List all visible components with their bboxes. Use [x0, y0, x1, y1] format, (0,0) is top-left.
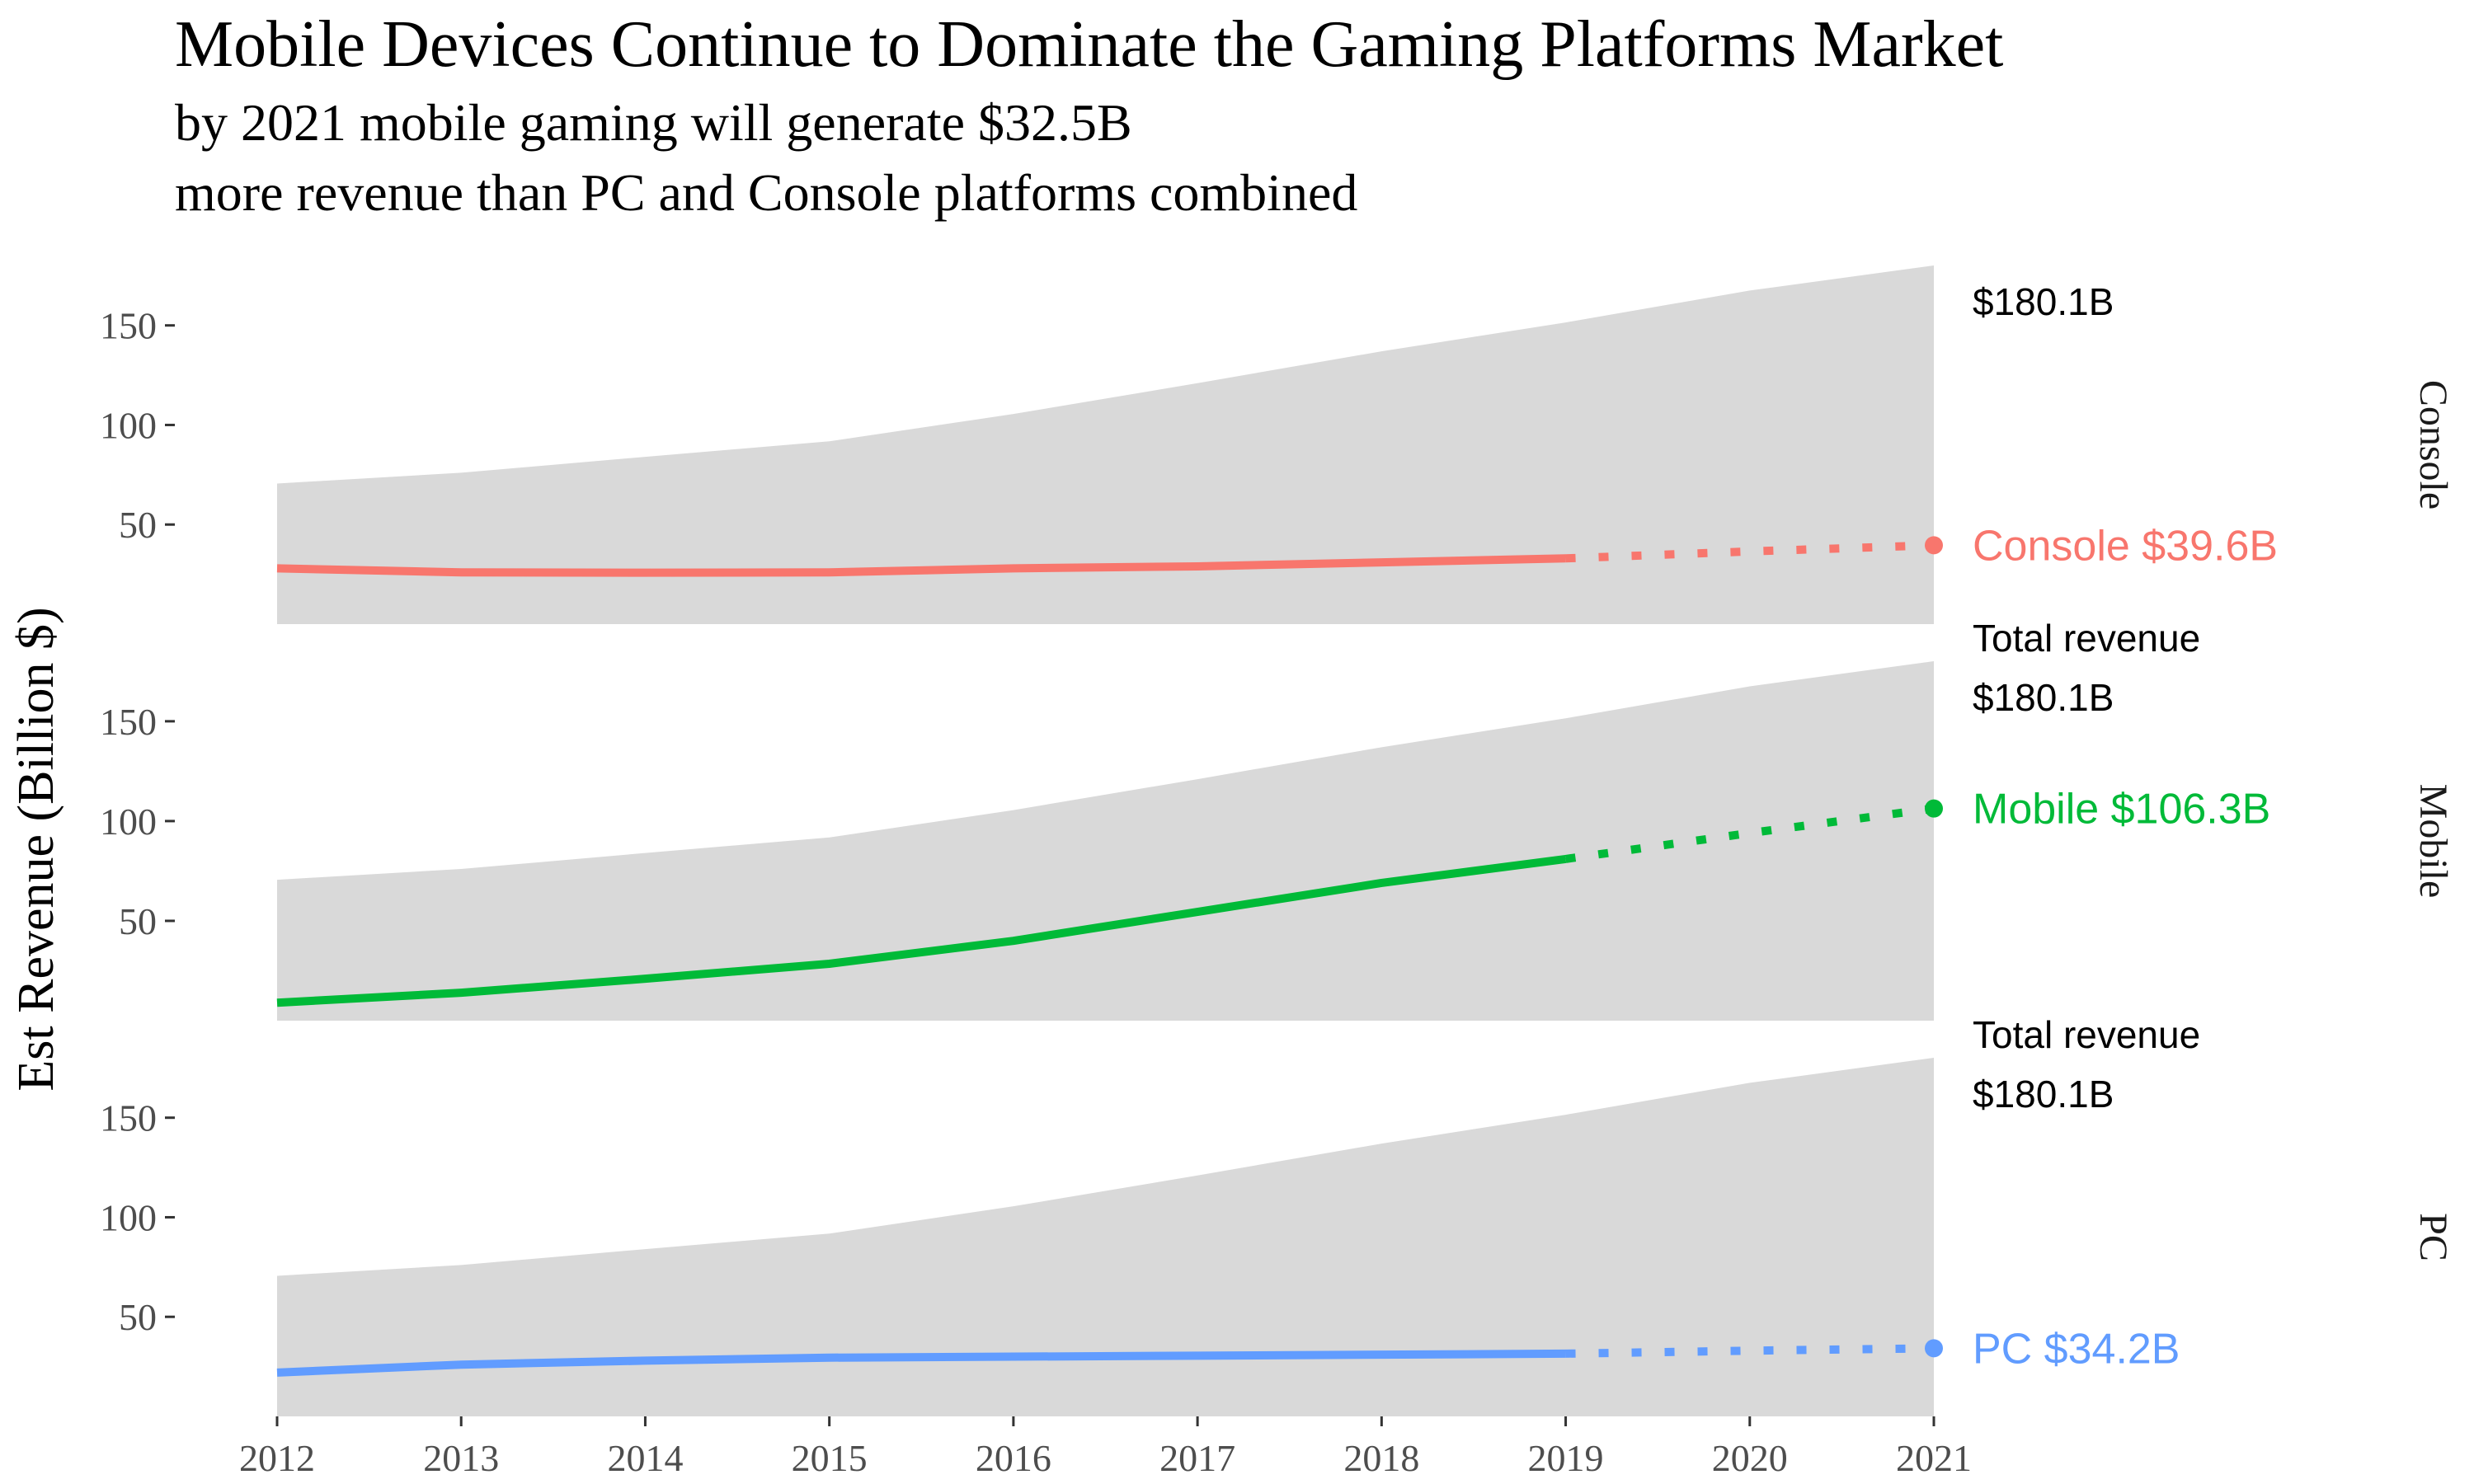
- panel-pc: Total revenue $180.1B PC $34.2B 50 100 150 PC: [100, 1013, 2455, 1416]
- x-tick-label: 2013: [423, 1437, 499, 1479]
- y-tick-label: 100: [100, 801, 157, 843]
- total-revenue-value: $180.1B: [1973, 280, 2114, 323]
- y-tick-label: 100: [100, 404, 157, 446]
- end-point-pc: [1925, 1339, 1943, 1358]
- facet-strip-console: Console: [2411, 380, 2455, 510]
- x-axis: 2012 2013 2014 2015 2016 2017 2018 2019 2020 2021: [239, 1416, 1972, 1479]
- panel-mobile: Total revenue $180.1B Mobile $106.3B 50 100 1…: [100, 617, 2455, 1021]
- total-revenue-label: Total revenue: [1973, 221, 2200, 264]
- total-revenue-value: $180.1B: [1973, 676, 2114, 719]
- x-tick-label: 2012: [239, 1437, 315, 1479]
- total-revenue-area: [277, 1058, 1934, 1416]
- plot-area: Total revenue $180.1B Console $39.6B 50 100 1…: [100, 221, 2455, 1416]
- x-tick-label: 2018: [1343, 1437, 1419, 1479]
- chart-subtitle-line-1: by 2021 mobile gaming will generate $32.…: [175, 93, 1132, 152]
- end-label-mobile: Mobile $106.3B: [1973, 786, 2270, 834]
- x-tick-label: 2020: [1712, 1437, 1788, 1479]
- x-tick-label: 2016: [976, 1437, 1051, 1479]
- y-tick-label: 50: [119, 1296, 157, 1338]
- end-point-console: [1925, 536, 1943, 555]
- end-point-mobile: [1925, 799, 1943, 818]
- x-tick-label: 2015: [792, 1437, 868, 1479]
- y-tick-label: 50: [119, 504, 157, 546]
- total-revenue-label: Total revenue: [1973, 617, 2200, 660]
- series-line-console: [276, 554, 1566, 577]
- end-label-console: Console $39.6B: [1973, 522, 2278, 570]
- x-tick-label: 2021: [1896, 1437, 1972, 1479]
- y-tick-label: 150: [100, 1097, 157, 1139]
- facet-strip-pc: PC: [2411, 1213, 2455, 1261]
- end-label-pc: PC $34.2B: [1973, 1325, 2180, 1373]
- chart-title: Mobile Devices Continue to Dominate the …: [175, 8, 2003, 81]
- facet-strip-mobile: Mobile: [2411, 784, 2455, 899]
- x-tick-label: 2014: [607, 1437, 683, 1479]
- total-revenue-label: Total revenue: [1973, 1013, 2200, 1056]
- x-tick-label: 2017: [1159, 1437, 1235, 1479]
- y-axis-label: Est Revenue (Billion $): [8, 607, 64, 1091]
- y-tick-label: 100: [100, 1196, 157, 1238]
- total-revenue-value: $180.1B: [1973, 1073, 2114, 1115]
- series-line-mobile: [276, 854, 1567, 1007]
- y-tick-label: 50: [119, 900, 157, 942]
- y-tick-label: 150: [100, 701, 157, 743]
- total-revenue-area: [277, 265, 1934, 624]
- y-tick-label: 150: [100, 305, 157, 347]
- chart-subtitle-line-2: more revenue than PC and Console platfor…: [175, 163, 1357, 222]
- total-revenue-area: [277, 661, 1934, 1021]
- series-line-pc: [276, 1349, 1566, 1377]
- x-tick-label: 2019: [1528, 1437, 1604, 1479]
- panel-console: Total revenue $180.1B Console $39.6B 50 100 1…: [100, 221, 2455, 624]
